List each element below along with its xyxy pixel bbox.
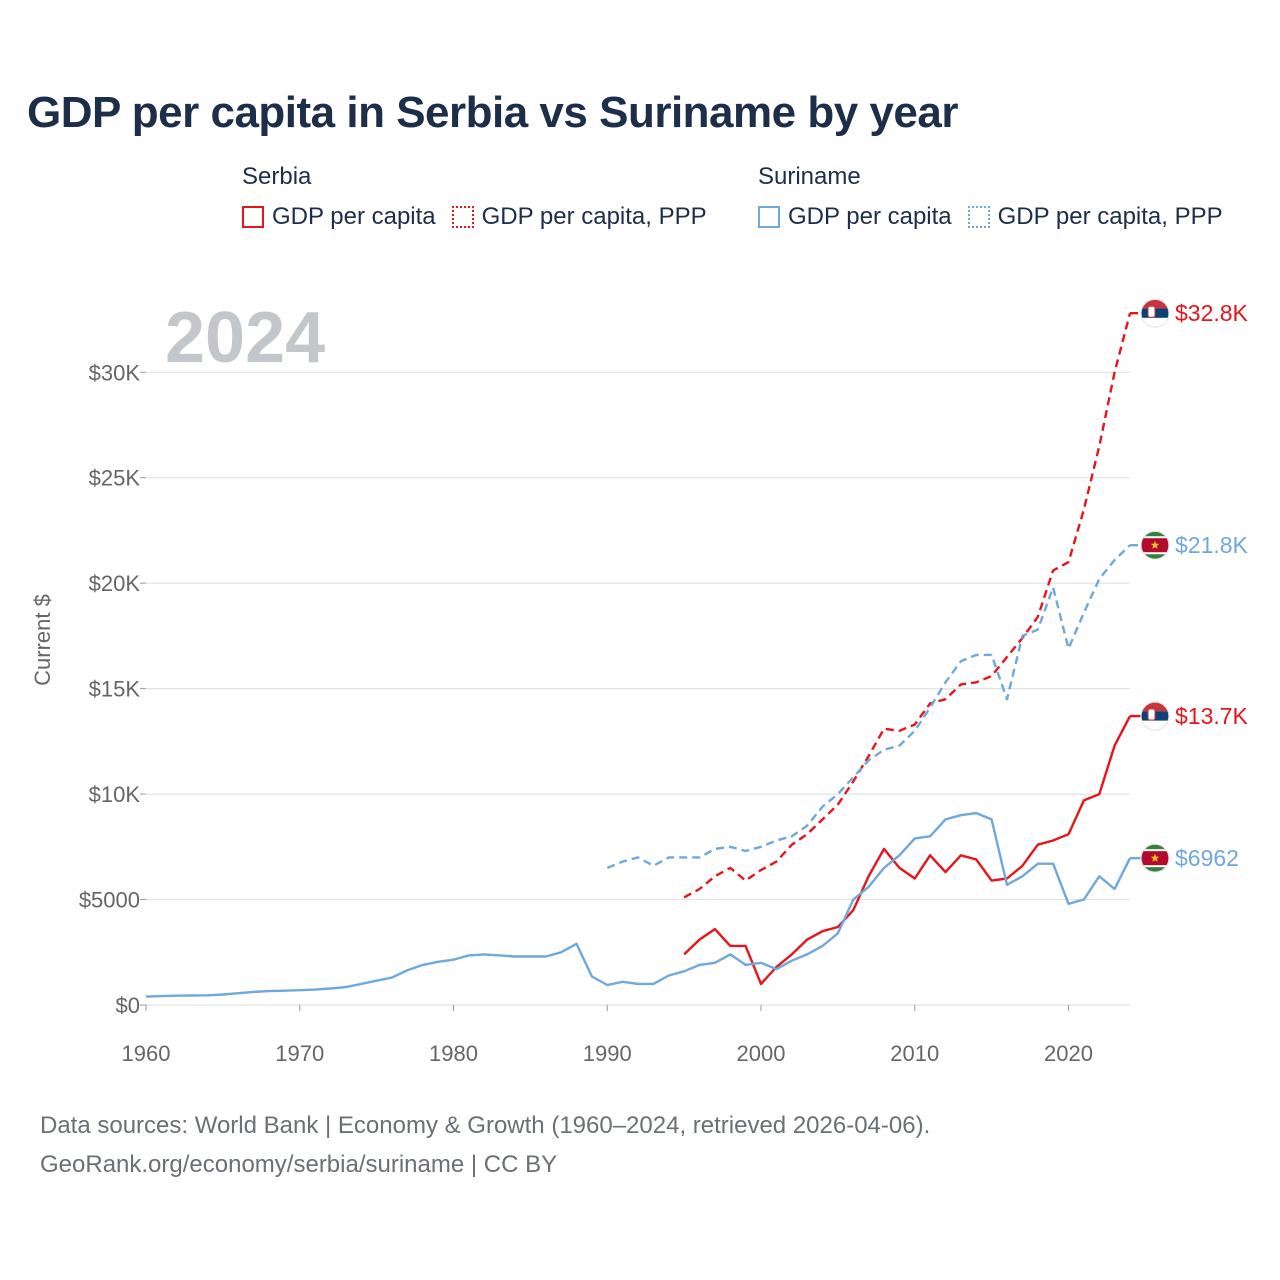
x-tick-label: 1990 <box>583 1041 632 1066</box>
legend-swatch-solid <box>758 206 780 228</box>
legend-item-serbia-gdp-ppp[interactable]: GDP per capita, PPP <box>451 203 707 231</box>
legend-item-suriname-gdp-ppp[interactable]: GDP per capita, PPP <box>967 203 1223 231</box>
y-tick-label: $5000 <box>79 888 140 913</box>
legend-label: GDP per capita, PPP <box>997 203 1223 230</box>
y-axis-label: Current $ <box>30 594 55 686</box>
flag-stripe <box>1141 299 1169 309</box>
flag-stripe <box>1141 720 1169 731</box>
legend-swatch-solid <box>242 206 264 228</box>
legend-label: GDP per capita, PPP <box>481 203 707 230</box>
legend-group-name: Suriname <box>758 163 861 190</box>
flag-ring <box>1140 298 1170 328</box>
source-line: GeoRank.org/economy/serbia/suriname | CC… <box>40 1151 558 1178</box>
flag-ring <box>1140 843 1170 873</box>
serbia-flag-icon <box>1140 298 1170 328</box>
legend-group-suriname: Suriname GDP per capita GDP per capita, … <box>758 163 1223 231</box>
x-tick-label: 2020 <box>1044 1041 1093 1066</box>
legend-label: GDP per capita <box>788 203 952 230</box>
legend-label: GDP per capita <box>272 203 436 230</box>
y-tick-label: $30K <box>89 360 141 385</box>
x-tick-label: 1970 <box>275 1041 324 1066</box>
x-tick-label: 1980 <box>429 1041 478 1066</box>
flag-star <box>1150 853 1160 862</box>
series-line <box>683 312 1132 899</box>
year-watermark: 2024 <box>165 298 325 378</box>
flag-star <box>1150 540 1160 549</box>
x-tick-label: 2010 <box>890 1041 939 1066</box>
y-tick-label: $0 <box>116 993 140 1018</box>
flag-ring <box>1140 701 1170 731</box>
chart-title: GDP per capita in Serbia vs Suriname by … <box>27 88 958 137</box>
x-tick-label: 1960 <box>122 1041 171 1066</box>
end-value-label: $21.8K <box>1175 532 1249 558</box>
y-tick-label: $20K <box>89 571 141 596</box>
y-tick-label: $15K <box>89 677 141 702</box>
legend-group-name: Serbia <box>242 163 312 190</box>
flag-stripe <box>1141 317 1169 328</box>
y-tick-label: $10K <box>89 782 141 807</box>
flag-stripe <box>1141 702 1169 712</box>
series-line <box>145 811 1132 998</box>
suriname-flag-icon <box>1140 843 1170 873</box>
legend-swatch-dotted <box>451 206 474 228</box>
y-tick-label: $25K <box>89 466 141 491</box>
flag-emblem <box>1147 708 1156 721</box>
source-line: Data sources: World Bank | Economy & Gro… <box>40 1112 931 1139</box>
end-value-label: $13.7K <box>1175 703 1249 729</box>
series-line <box>606 544 1131 870</box>
end-value-label: $6962 <box>1175 845 1239 871</box>
legend-swatch-dotted <box>967 206 990 228</box>
legend-group-serbia: Serbia GDP per capita GDP per capita, PP… <box>242 163 707 231</box>
suriname-flag-icon <box>1140 530 1170 560</box>
legend-item-suriname-gdp[interactable]: GDP per capita <box>758 203 952 231</box>
flag-ring <box>1140 530 1170 560</box>
legend-item-serbia-gdp[interactable]: GDP per capita <box>242 203 436 231</box>
end-value-label: $32.8K <box>1175 300 1249 326</box>
series-line <box>683 715 1132 986</box>
data-source-note: Data sources: World Bank | Economy & Gro… <box>40 1106 930 1184</box>
serbia-flag-icon <box>1140 701 1170 731</box>
x-tick-label: 2000 <box>737 1041 786 1066</box>
flag-emblem <box>1147 305 1156 318</box>
